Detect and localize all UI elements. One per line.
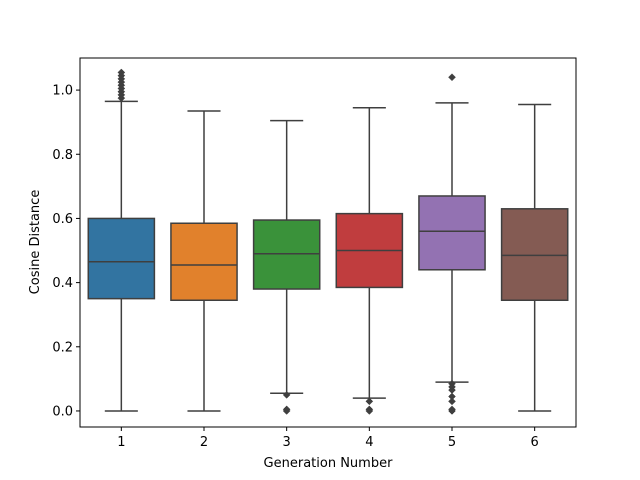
outlier-point <box>117 68 126 77</box>
box-group <box>500 103 569 412</box>
outlier-point <box>365 397 374 406</box>
x-tick-label: 5 <box>448 435 456 450</box>
box-group <box>335 106 404 415</box>
y-tick-label: 0.6 <box>52 212 73 227</box>
box-group <box>252 119 321 415</box>
outlier-point <box>448 73 456 82</box>
x-tick-label: 4 <box>365 435 373 450</box>
y-tick-label: 0.4 <box>52 276 73 291</box>
iqr-box <box>500 208 569 302</box>
outlier-point <box>365 407 374 415</box>
iqr-box <box>87 217 156 300</box>
x-tick-label: 2 <box>200 435 208 450</box>
iqr-box <box>252 219 321 290</box>
outlier-point <box>282 391 291 399</box>
outlier-point <box>282 405 291 414</box>
x-tick-label: 1 <box>117 435 125 450</box>
x-tick-label: 6 <box>531 435 539 450</box>
y-tick-label: 1.0 <box>52 84 73 99</box>
x-axis-label: Generation Number <box>264 456 394 471</box>
outlier-point <box>448 397 456 406</box>
iqr-box <box>170 222 238 302</box>
boxes-layer <box>87 68 569 415</box>
iqr-box <box>418 195 486 271</box>
y-axis-label: Cosine Distance <box>28 190 43 295</box>
y-tick-label: 0.2 <box>52 340 73 355</box>
x-axis: 1 2 3 4 5 6 <box>117 427 539 450</box>
box-group <box>418 73 486 415</box>
y-axis: 0.0 0.2 0.4 0.6 0.8 1.0 <box>52 84 80 419</box>
x-tick-label: 3 <box>283 435 291 450</box>
outlier-point <box>448 407 456 415</box>
y-tick-label: 0.8 <box>52 148 73 163</box>
box-group <box>87 68 156 412</box>
box-group <box>170 110 238 412</box>
y-tick-label: 0.0 <box>52 404 73 419</box>
plot-area-frame <box>79 57 577 428</box>
